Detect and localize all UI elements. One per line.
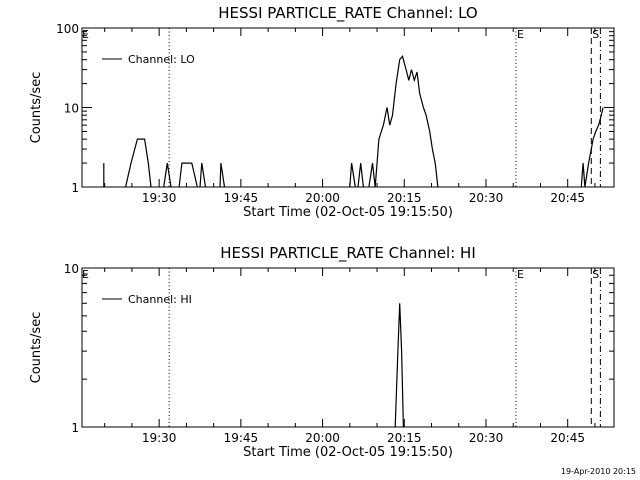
panel2-series-line-segment: [394, 303, 404, 428]
panel1-series-line-segment: [357, 163, 364, 188]
panel1-plot-frame: [81, 27, 615, 188]
panel1-x-tick-label: 20:45: [550, 191, 585, 205]
panel1-x-tick-label: 20:00: [305, 191, 340, 205]
panel2-y-tick-label: 10: [64, 262, 79, 276]
panel2-legend-label: Channel: HI: [128, 293, 192, 306]
panel1-x-tick-label: 19:45: [224, 191, 259, 205]
panel2-event-marker-label: S: [592, 268, 599, 281]
panel1-chart-title: HESSI PARTICLE_RATE Channel: LO: [218, 4, 477, 23]
panel1-series-line-segment: [368, 55, 439, 188]
panel1-legend-label: Channel: LO: [128, 53, 195, 66]
panel1-event-marker-label: E: [82, 28, 89, 41]
panel2-x-tick-label: 20:15: [387, 431, 422, 445]
panel1-series-line-segment: [163, 163, 172, 188]
panel1-y-tick-label: 100: [56, 22, 79, 36]
panel1-x-tick-label: 20:30: [469, 191, 504, 205]
panel1-x-axis-label: Start Time (02-Oct-05 19:15:50): [243, 205, 453, 220]
panel2-event-marker-label: E: [82, 268, 89, 281]
panel1-series-line-segment: [219, 163, 226, 188]
panel1-x-tick-label: 20:15: [387, 191, 422, 205]
panel2-x-axis-label: Start Time (02-Oct-05 19:15:50): [243, 445, 453, 460]
panel2-y-tick-label: 1: [71, 421, 79, 435]
panel1-series-line-segment: [199, 163, 207, 188]
panel2-x-tick-label: 19:45: [224, 431, 259, 445]
panel1-y-axis-label: Counts/sec: [29, 72, 44, 144]
panel2-chart-title: HESSI PARTICLE_RATE Channel: HI: [220, 244, 476, 263]
footer-timestamp: 19-Apr-2010 20:15: [561, 467, 636, 476]
panel1-series-line-segment: [125, 138, 152, 188]
panel1-series-line-segment: [178, 162, 198, 188]
panel2-x-tick-label: 19:30: [142, 431, 177, 445]
panel2-plot-frame: [81, 267, 615, 428]
panel2-y-axis-label: Counts/sec: [29, 312, 44, 384]
panel2-event-marker-label: E: [517, 268, 524, 281]
panel2-x-tick-label: 20:45: [550, 431, 585, 445]
panel1-y-tick-label: 10: [64, 102, 79, 116]
panel2-x-tick-label: 20:00: [305, 431, 340, 445]
panel1-x-tick-label: 19:30: [142, 191, 177, 205]
panel1-event-marker-label: S: [592, 28, 599, 41]
panel1-series-line-segment: [349, 163, 356, 188]
panel2-x-tick-label: 20:30: [469, 431, 504, 445]
panel1-series-line-segment: [580, 107, 604, 188]
panel1-event-marker-label: E: [517, 28, 524, 41]
panel1-y-tick-label: 1: [71, 181, 79, 195]
